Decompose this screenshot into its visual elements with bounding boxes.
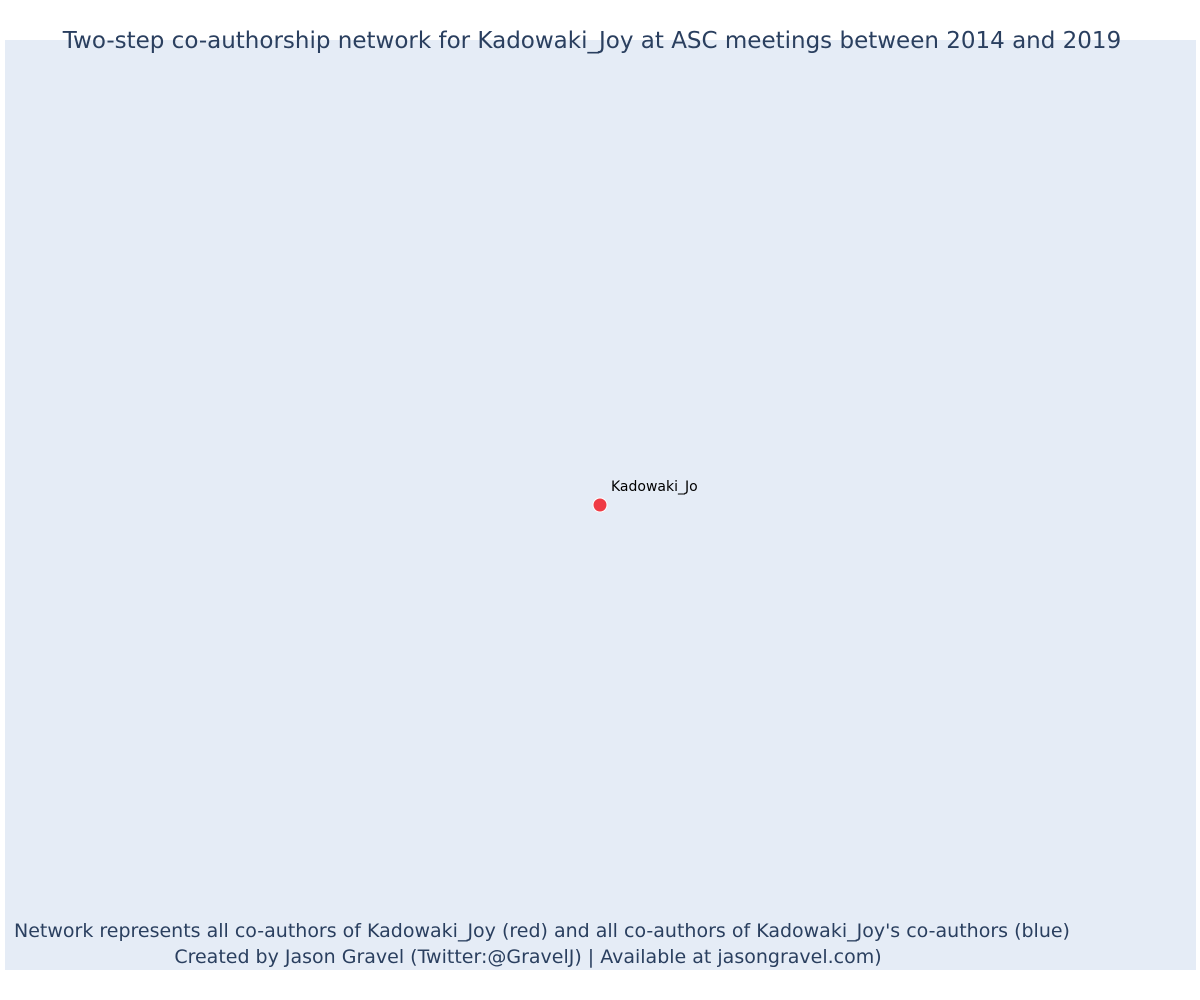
figure-caption: Network represents all co-authors of Kad… <box>14 918 1070 970</box>
figure-title: Two-step co-authorship network for Kadow… <box>62 28 1122 54</box>
node-label: Kadowaki_Jo <box>611 479 698 495</box>
node-kadowaki-joy[interactable] <box>592 497 608 513</box>
caption-line-2: Created by Jason Gravel (Twitter:@Gravel… <box>174 946 882 968</box>
nodes-layer: Kadowaki_Jo <box>592 479 698 513</box>
caption-line-1: Network represents all co-authors of Kad… <box>14 920 1070 942</box>
